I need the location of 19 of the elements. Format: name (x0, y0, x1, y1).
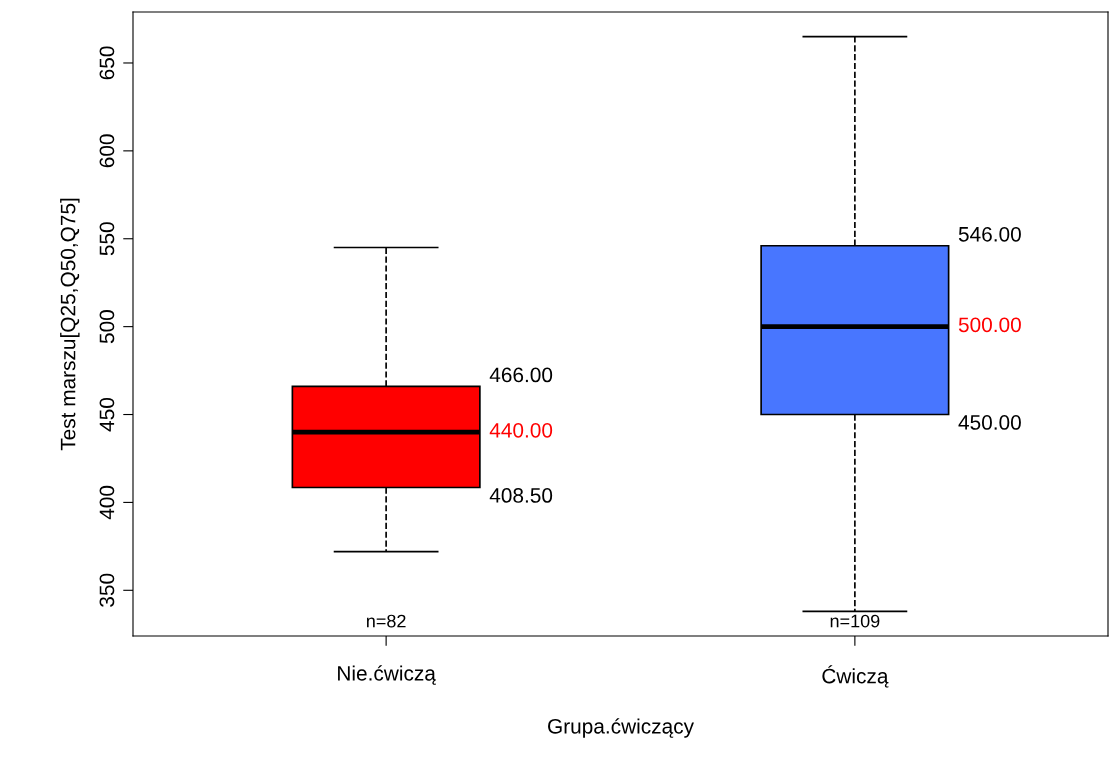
annotation: n=109 (830, 614, 880, 628)
y-tick-label: 600 (99, 134, 115, 168)
x-axis-title: Grupa.ćwiczący (548, 718, 694, 738)
annotation: 466.00 (489, 367, 553, 383)
annotation: 440.00 (489, 422, 553, 438)
y-tick-label: 550 (99, 222, 115, 256)
annotation: 546.00 (958, 226, 1021, 242)
y-tick-label: 350 (99, 573, 115, 607)
y-axis-title: Test marszu[Q25,Q50,Q75] (60, 198, 80, 451)
annotation: 500.00 (958, 317, 1021, 333)
y-tick-label: 400 (99, 485, 115, 520)
annotation: n=82 (366, 614, 406, 628)
y-tick-label: 450 (99, 397, 115, 432)
y-tick-label: 650 (99, 46, 115, 80)
y-tick-label: 500 (99, 310, 115, 344)
annotation: 408.50 (489, 488, 553, 503)
x-tick-label: Ćwiczą (822, 665, 889, 688)
annotation: 450.00 (958, 415, 1021, 430)
x-tick-label: Nie.ćwiczą (338, 665, 436, 685)
